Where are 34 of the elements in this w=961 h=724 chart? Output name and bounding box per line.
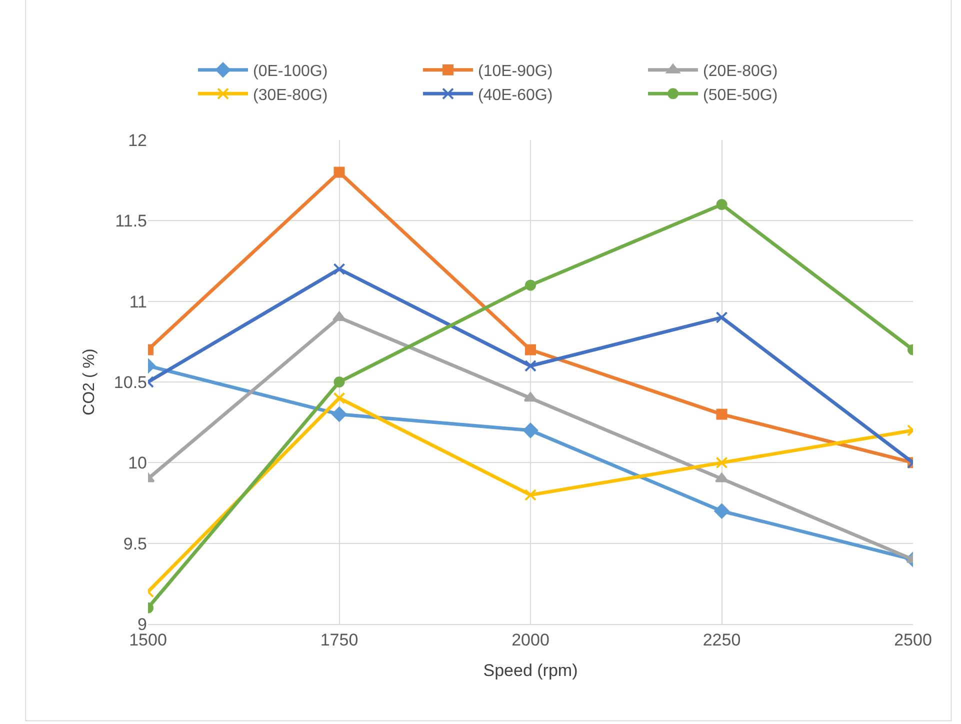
y-tick-label: 12: [128, 130, 147, 150]
point: [716, 408, 728, 420]
point: [333, 263, 346, 276]
point: [523, 422, 538, 438]
x-tick-label: 2500: [894, 630, 932, 650]
point: [714, 504, 730, 519]
legend-label: (40E-60G): [478, 86, 553, 104]
y-tick-label: 10.5: [114, 372, 147, 392]
legend-label: (30E-80G): [253, 86, 328, 104]
point: [333, 392, 346, 404]
x-axis-title: Speed (rpm): [483, 660, 578, 680]
x-tick-label: 1750: [320, 630, 358, 650]
point: [524, 360, 536, 372]
y-tick-label: 11: [129, 292, 147, 312]
x-tick-label: 2000: [512, 630, 550, 650]
point: [334, 166, 345, 178]
point: [332, 406, 347, 422]
point: [334, 376, 345, 388]
y-tick-label: 11.5: [115, 212, 147, 231]
point: [716, 311, 728, 324]
point: [716, 456, 728, 469]
legend-label: (50E-50G): [703, 86, 778, 104]
y-tick-label: 10: [128, 454, 147, 473]
point: [525, 344, 536, 356]
point: [524, 392, 538, 402]
legend-label: (10E-90G): [478, 63, 553, 80]
point: [716, 199, 728, 210]
point: [524, 488, 536, 501]
point: [525, 280, 536, 291]
x-tick-label: 2250: [702, 630, 741, 650]
legend-label: (20E-80G): [703, 63, 778, 80]
y-tick-label: 9.5: [123, 534, 147, 554]
legend-label: (0E-100G): [253, 63, 328, 80]
y-axis-title: CO2 ( %): [80, 348, 98, 416]
